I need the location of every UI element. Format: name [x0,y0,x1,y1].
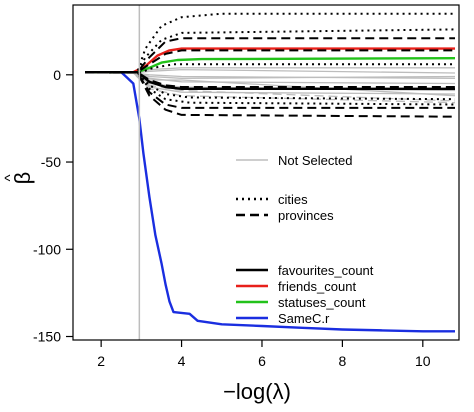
legend-label-friends-count: friends_count [278,279,356,294]
x-axis-label: −log(λ) [223,379,291,404]
legend-label-favourites-count: favourites_count [278,263,374,278]
y-axis-label-hat: ^ [2,174,19,181]
y-tick-label: -100 [33,241,61,257]
series-line-8 [85,63,455,74]
x-tick-label: 4 [178,353,186,369]
x-tick-label: 6 [258,353,266,369]
x-axis: 2 4 6 8 10 [97,340,431,369]
series-line-9 [85,37,455,74]
legend-label-statuses-count: statuses_count [278,295,366,310]
series-line-10 [85,49,455,74]
series-layer [85,12,456,333]
legend-label-not-selected: Not Selected [278,153,352,168]
y-tick-label: -50 [41,154,61,170]
series-samec-r [85,71,455,333]
x-tick-label: 8 [338,353,346,369]
legend-label-cities: cities [278,192,308,207]
x-tick-label: 10 [415,353,431,369]
y-axis-label-symbol: β [10,172,35,185]
y-axis-label: β ^ [2,172,35,185]
series-line-19 [109,68,456,74]
legend-label-provinces: provinces [278,208,334,223]
x-tick-label: 2 [97,353,105,369]
legend-label-samec-r: SameC.r [278,311,330,326]
y-tick-label: -150 [33,329,61,345]
y-tick-label: 0 [53,67,61,83]
plot-frame [72,4,460,341]
y-axis: -150 -100 -50 0 [33,67,73,345]
series-line-13 [85,71,456,118]
